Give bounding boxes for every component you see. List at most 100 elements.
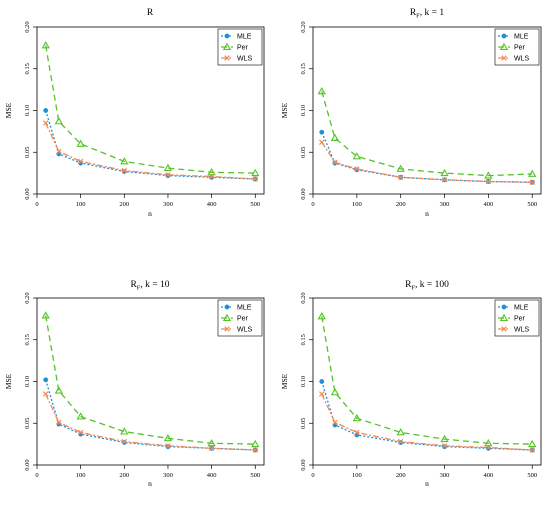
data-point-per [41,311,50,319]
x-tick-label: 400 [207,472,217,479]
legend-marker-wls [224,326,230,332]
legend-label-mle: MLE [237,34,252,41]
chart-panel-4: RF, k = 100 n MSE 0.00 0.05 0.10 0.15 0.20 0 100 2… [280,280,542,488]
data-point-wls [319,391,325,397]
data-point-wls [121,438,128,445]
chart-title: RF, k = 10 [130,280,169,292]
y-axis-label: MSE [280,102,289,118]
x-tick-label: 500 [250,472,260,479]
y-tick-label: 0.20 [24,292,31,303]
x-tick-label: 400 [484,472,494,479]
legend-marker-mle [224,304,230,310]
y-axis-label: MSE [280,373,289,389]
chart-title-main: R [405,280,412,290]
legend-marker-mle [501,33,507,39]
x-tick-label: 300 [163,201,173,208]
chart-title: RF, k = 100 [405,280,449,292]
data-point-wls [332,419,338,426]
series-line-per [45,45,256,174]
y-tick-label: 0.15 [24,334,31,345]
y-tick-label: 0.05 [300,418,307,429]
chart-title-main: R [130,280,137,290]
y-axis-label: MSE [4,102,13,118]
data-point-per [54,117,63,125]
data-point-per [396,428,405,436]
data-point-per [396,164,405,172]
x-tick-label: 0 [35,201,38,208]
x-tick-label: 300 [440,472,450,479]
x-tick-label: 300 [163,472,173,479]
chart-panel-2: RF, k = 1 n MSE 0.00 0.05 0.10 0.15 0.20 0 100 200… [280,8,542,218]
data-point-per [251,439,260,448]
data-point-per [163,433,173,442]
x-tick-label: 0 [311,201,314,208]
x-tick-label: 200 [119,201,129,208]
data-point-per [484,438,493,447]
y-tick-label: 0.15 [24,63,31,74]
data-point-wls [252,176,258,182]
x-tick-label: 500 [250,201,260,208]
x-tick-label: 100 [76,201,86,208]
data-point-per [120,427,129,435]
data-point-mle [319,379,325,384]
x-tick-label: 500 [527,472,537,479]
legend-label-wls: WLS [237,327,253,334]
x-tick-label: 400 [484,201,494,208]
x-tick-label: 500 [527,201,537,208]
legend-label-per: Per [514,316,526,323]
y-tick-label: 0.00 [24,459,31,470]
data-point-mle [319,129,325,135]
series-line-wls [45,393,256,451]
legend-label-per: Per [514,45,526,52]
y-tick-label: 0.20 [24,21,31,32]
data-point-wls [529,447,535,453]
y-tick-label: 0.10 [24,105,31,116]
chart-title-suffix: , k = 100 [415,280,449,290]
data-point-wls [77,429,84,436]
series-line-per [321,91,533,177]
data-point-per [528,169,537,177]
data-point-per [251,168,260,177]
chart-title-suffix: , k = 10 [140,280,169,290]
legend-label-mle: MLE [514,305,529,312]
data-point-per [41,41,50,49]
series-line-wls [45,122,256,180]
data-point-wls [252,447,258,453]
x-tick-label: 0 [311,472,314,479]
legend-marker-mle [501,304,507,310]
legend-label-per: Per [237,316,249,323]
legend-marker-mle [224,33,230,39]
legend-marker-per [222,42,232,50]
data-point-per [76,139,85,147]
data-point-per [317,312,326,320]
y-tick-label: 0.00 [300,188,307,199]
data-point-per [120,157,129,165]
data-point-wls [354,166,360,172]
legend-label-wls: WLS [237,56,253,63]
data-point-wls [77,158,84,165]
data-point-wls [165,443,171,449]
chart-title-suffix: , k = 1 [420,8,445,18]
series-line-wls [321,141,533,183]
y-tick-label: 0.10 [24,376,31,387]
legend-marker-wls [224,55,230,61]
y-tick-label: 0.00 [300,459,307,470]
series-line-mle [45,110,256,180]
data-point-wls [485,444,492,451]
x-tick-label: 200 [119,472,129,479]
chart-title-subscript: F [137,285,141,292]
data-point-wls [43,120,49,126]
chart-title-subscript: F [416,13,420,20]
data-point-wls [121,167,128,174]
legend-label-wls: WLS [514,56,530,63]
data-point-per [330,388,340,396]
data-point-per [352,152,361,160]
x-tick-label: 200 [396,201,406,208]
series-line-per [321,316,533,445]
data-point-per [484,171,493,179]
x-tick-label: 0 [35,472,38,479]
data-point-wls [208,173,215,180]
data-point-wls [56,148,62,155]
data-point-wls [397,174,404,181]
chart-title: RF, k = 1 [410,8,445,20]
